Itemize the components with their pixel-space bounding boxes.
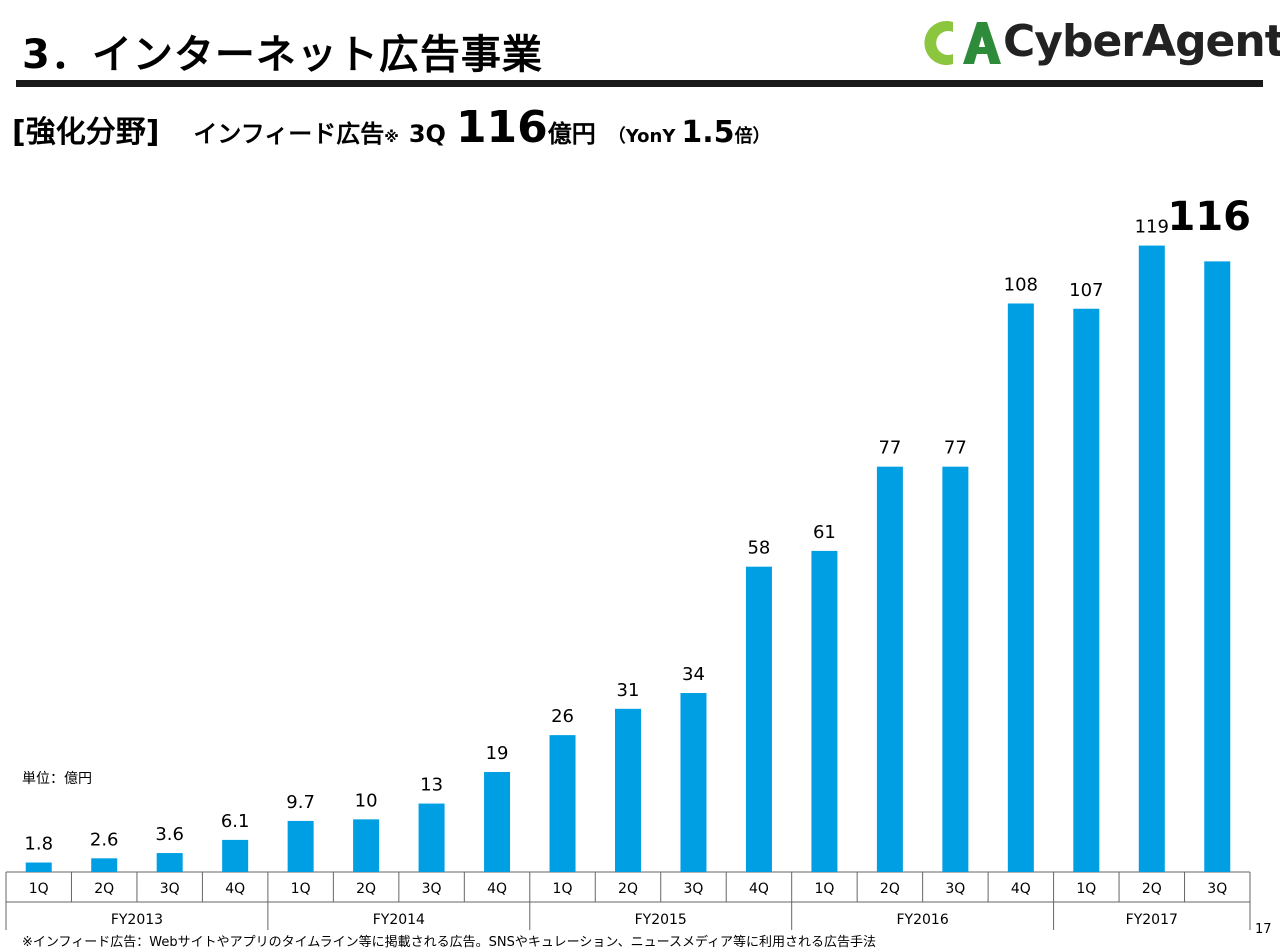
category-tick-label: 2Q: [880, 881, 900, 897]
category-tick-label: 4Q: [225, 881, 245, 897]
bar: [680, 693, 707, 872]
subtitle-multiplier-unit: 倍）: [734, 126, 771, 147]
category-tick-label: 4Q: [487, 881, 507, 897]
category-tick-label: 1Q: [553, 881, 573, 897]
fiscal-year-label: FY2013: [111, 912, 163, 928]
page-number: 17: [1255, 922, 1272, 937]
subtitle-multiplier: 1.5: [681, 115, 735, 150]
bar: [1007, 303, 1034, 872]
bar: [353, 819, 380, 872]
category-tick-label: 3Q: [1207, 881, 1227, 897]
category-tick-label: 2Q: [1142, 881, 1162, 897]
bar: [287, 820, 314, 872]
subtitle-field: [強化分野]: [12, 115, 160, 150]
cyberagent-logo-icon: [924, 21, 1001, 65]
subtitle: [強化分野] インフィード広告 ※ 3Q 116 億円 （ YonY 1.5 倍…: [12, 102, 771, 153]
data-label: 13: [420, 775, 443, 796]
subtitle-note-mark: ※: [384, 128, 399, 146]
company-logo: CyberAgent®: [923, 14, 1280, 74]
bar: [811, 550, 838, 872]
fiscal-year-label: FY2014: [373, 912, 425, 928]
data-label: 119: [1135, 217, 1169, 238]
data-label: 31: [617, 680, 640, 701]
bar: [1138, 245, 1165, 873]
logo-text: CyberAgent®: [1003, 16, 1280, 67]
fiscal-year-label: FY2015: [635, 912, 687, 928]
subtitle-quarter: 3Q: [408, 120, 446, 148]
footnote: ※インフィード広告：Webサイトやアプリのタイムライン等に掲載される広告。SNS…: [22, 935, 877, 950]
highlight-data-label: 116: [1168, 194, 1252, 240]
subtitle-yony: YonY: [625, 126, 676, 147]
bar: [549, 735, 576, 872]
bar: [156, 853, 183, 872]
data-label: 19: [486, 743, 509, 764]
data-label: 107: [1069, 280, 1103, 301]
subtitle-value: 116: [455, 102, 548, 153]
category-tick-label: 1Q: [1076, 881, 1096, 897]
data-label: 58: [747, 538, 770, 559]
category-tick-label: 2Q: [356, 881, 376, 897]
bar: [418, 803, 445, 872]
data-label: 10: [355, 790, 378, 811]
data-label: 61: [813, 522, 836, 543]
data-label: 26: [551, 706, 574, 727]
bar: [91, 858, 118, 872]
category-tick-label: 4Q: [749, 881, 769, 897]
data-label: 108: [1004, 274, 1038, 295]
data-label: 34: [682, 664, 705, 685]
bar: [615, 708, 641, 872]
unit-note: 単位：億円: [22, 771, 92, 787]
category-tick-label: 1Q: [29, 881, 49, 897]
data-label: 2.6: [90, 829, 119, 850]
bar: [1204, 261, 1231, 873]
bar: [942, 466, 969, 872]
fiscal-year-label: FY2017: [1126, 912, 1178, 928]
category-tick-label: 2Q: [94, 881, 114, 897]
category-tick-label: 1Q: [291, 881, 311, 897]
data-label: 77: [944, 438, 967, 459]
bar: [1073, 308, 1100, 872]
data-label: 1.8: [24, 834, 53, 855]
category-tick-label: 3Q: [422, 881, 442, 897]
title-rule: [16, 80, 1263, 87]
category-tick-label: 3Q: [160, 881, 180, 897]
fiscal-year-label: FY2016: [897, 912, 949, 928]
category-tick-label: 3Q: [684, 881, 704, 897]
page-title: 3．インターネット広告事業: [22, 32, 543, 78]
bar: [745, 566, 772, 872]
data-label: 77: [878, 438, 901, 459]
category-tick-label: 4Q: [1011, 881, 1031, 897]
data-label: 3.6: [155, 824, 184, 845]
subtitle-unit: 億円: [547, 120, 596, 148]
category-tick-label: 1Q: [814, 881, 834, 897]
bar: [484, 771, 511, 872]
bar: [222, 839, 249, 872]
bar: [876, 466, 903, 872]
data-label: 6.1: [221, 811, 250, 832]
category-tick-label: 3Q: [945, 881, 965, 897]
subtitle-label: インフィード広告: [193, 120, 385, 148]
bar: [25, 862, 52, 872]
category-tick-label: 2Q: [618, 881, 638, 897]
subtitle-paren: （: [607, 126, 626, 147]
data-label: 9.7: [286, 792, 315, 813]
